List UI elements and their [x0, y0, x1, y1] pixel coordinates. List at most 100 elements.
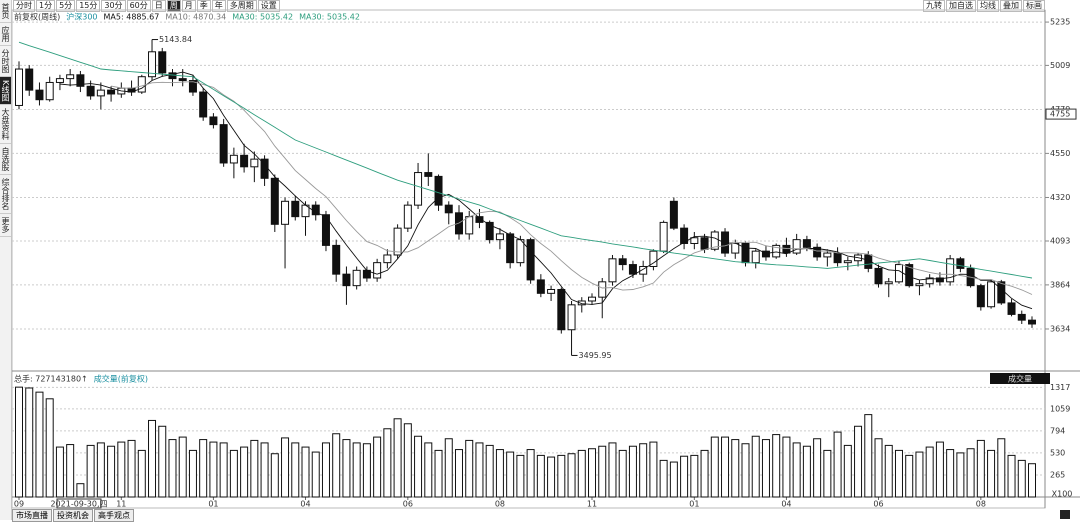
- dropdown[interactable]: [990, 373, 1050, 384]
- volume-bar: [628, 445, 637, 498]
- candle-body: [639, 265, 648, 275]
- candle-body: [741, 242, 750, 264]
- volume-bar: [884, 444, 893, 498]
- candle-body: [495, 233, 504, 241]
- period-button[interactable]: 年: [211, 0, 226, 12]
- x-tick-label: 11: [116, 500, 126, 509]
- period-button[interactable]: 季: [196, 0, 211, 12]
- legend-item: MA10: 4870.34: [165, 13, 226, 22]
- period-button[interactable]: 1分: [36, 0, 56, 12]
- candle-body: [588, 296, 597, 302]
- side-tab[interactable]: 分时图: [0, 46, 11, 77]
- v-tick-label: 265: [1050, 470, 1065, 479]
- volume-bar: [25, 387, 34, 498]
- x-tick-label: 04: [300, 500, 310, 509]
- candle-body: [721, 231, 730, 254]
- candle-body: [250, 158, 259, 168]
- volume-bar: [454, 449, 463, 498]
- candle-body: [383, 254, 392, 264]
- volume-bar: [987, 449, 996, 498]
- volume-bar: [680, 455, 689, 498]
- ma-line: [59, 71, 1033, 310]
- candle-body: [782, 244, 791, 254]
- candle-body: [884, 281, 893, 285]
- side-tab[interactable]: 应用: [0, 23, 11, 46]
- candle-body: [700, 237, 709, 250]
- volume-bar: [608, 442, 617, 498]
- candle-body: [393, 227, 402, 256]
- period-button[interactable]: 5分: [56, 0, 76, 12]
- volume-bar: [1028, 463, 1036, 498]
- tool-button[interactable]: 加自选: [946, 0, 976, 12]
- volume-bar: [905, 454, 914, 498]
- y-tick-label: 5235: [1050, 18, 1070, 27]
- volume-bar: [107, 445, 116, 498]
- volume-bar: [127, 439, 136, 498]
- side-tab[interactable]: 自选股: [0, 144, 11, 176]
- candle-body: [997, 281, 1006, 304]
- period-button[interactable]: 15分: [76, 0, 101, 12]
- side-tab[interactable]: 综合排名: [0, 175, 11, 215]
- volume-bar: [588, 448, 597, 498]
- candle-body: [802, 239, 811, 248]
- volume-bar: [199, 439, 208, 498]
- volume-bar: [782, 436, 791, 498]
- tool-button[interactable]: 均线: [977, 0, 999, 12]
- volume-bar: [751, 435, 760, 498]
- x-tick-label: 08: [976, 500, 986, 509]
- volume-bar: [86, 444, 95, 498]
- volume-bar: [485, 444, 494, 498]
- candle-body: [86, 85, 95, 97]
- period-button[interactable]: 分时: [13, 0, 35, 12]
- corner-icon[interactable]: [1060, 510, 1070, 519]
- period-button[interactable]: 60分: [126, 0, 151, 12]
- candle-body: [403, 204, 412, 229]
- tool-button[interactable]: 九转: [923, 0, 945, 12]
- candle-body: [772, 244, 781, 258]
- volume-bar: [35, 391, 44, 498]
- bottom-tab[interactable]: 投资机会: [53, 509, 93, 522]
- y-tick-label: 4093: [1050, 236, 1070, 245]
- candle-body: [281, 200, 290, 225]
- period-button[interactable]: 多周期: [226, 0, 257, 12]
- volume-bar: [96, 442, 105, 498]
- dropdown-label[interactable]: 成交量: [1008, 374, 1032, 384]
- candle-body: [669, 200, 678, 229]
- period-button[interactable]: 30分: [101, 0, 126, 12]
- side-tab[interactable]: 更多: [0, 214, 11, 238]
- volume-bar: [117, 441, 126, 498]
- period-button[interactable]: 日: [151, 0, 166, 12]
- candle-body: [229, 154, 238, 164]
- candle-body: [76, 74, 85, 87]
- period-button[interactable]: 周: [166, 0, 181, 12]
- candle-body: [659, 221, 668, 252]
- candle-body: [874, 267, 883, 285]
- tool-button[interactable]: 叠加: [1000, 0, 1022, 12]
- candle-body: [925, 277, 934, 285]
- x-tick-label: 01: [689, 500, 699, 509]
- candle-body: [628, 264, 637, 275]
- period-button[interactable]: 月: [181, 0, 196, 12]
- candle-body: [35, 89, 44, 101]
- period-button[interactable]: 设置: [257, 0, 280, 12]
- candle-body: [843, 260, 852, 264]
- volume-bar: [935, 441, 944, 498]
- candle-body: [219, 124, 228, 164]
- candle-body: [761, 250, 770, 258]
- volume-bar: [362, 443, 371, 498]
- candle-body: [55, 78, 64, 83]
- low-annotation: 3495.95: [579, 351, 612, 360]
- tool-button[interactable]: 标画: [1023, 0, 1045, 12]
- volume-bar: [925, 446, 934, 498]
- side-tab[interactable]: K线图: [0, 77, 11, 106]
- volume-bar: [240, 446, 249, 498]
- y-tick-label: 4320: [1050, 193, 1070, 202]
- side-tab[interactable]: 大盘资料: [0, 105, 11, 145]
- volume-bar: [301, 446, 310, 498]
- volume-bar: [332, 433, 341, 498]
- candle-body: [618, 258, 627, 266]
- candle-body: [935, 277, 944, 283]
- x-tick-label: 04: [781, 500, 791, 509]
- volume-bar: [137, 449, 146, 498]
- side-tab[interactable]: 首页: [0, 0, 11, 23]
